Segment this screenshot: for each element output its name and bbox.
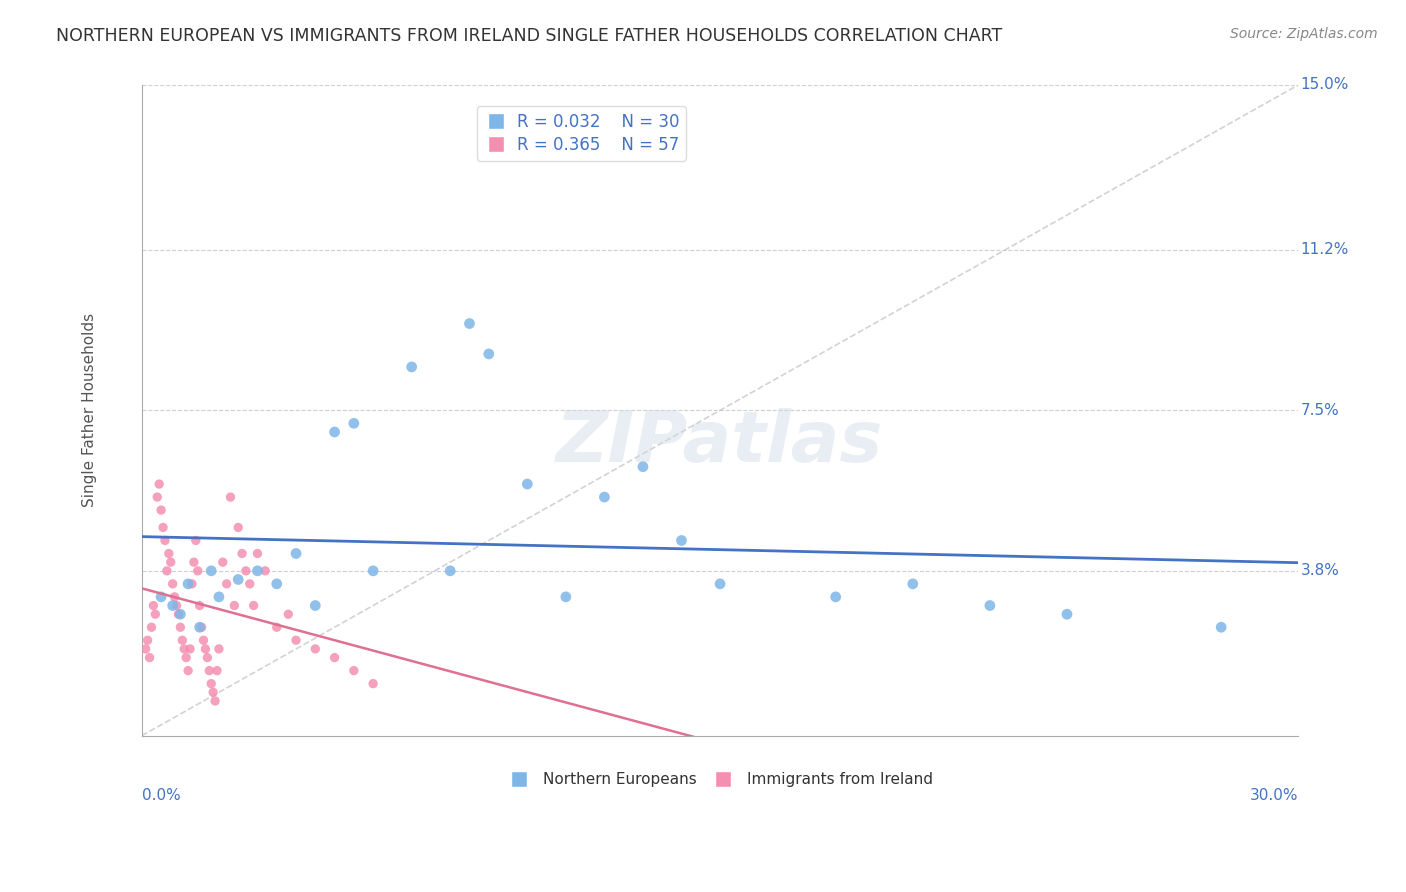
Point: [458, 317, 481, 331]
Point: [226, 520, 249, 534]
Point: [150, 503, 173, 517]
Point: [343, 664, 366, 678]
Point: [266, 577, 288, 591]
Point: [162, 599, 184, 613]
Point: [239, 577, 262, 591]
Point: [159, 555, 181, 569]
Point: [211, 555, 233, 569]
Point: [554, 590, 576, 604]
Point: [148, 477, 170, 491]
Point: [153, 533, 176, 548]
Point: [163, 590, 186, 604]
Point: [361, 564, 384, 578]
Point: [200, 676, 222, 690]
Point: [285, 633, 308, 648]
Point: [215, 577, 238, 591]
Point: [181, 577, 204, 591]
Point: [1211, 620, 1233, 634]
Point: [277, 607, 299, 622]
Point: [224, 599, 246, 613]
Point: [166, 599, 188, 613]
Point: [138, 650, 160, 665]
Point: [162, 577, 184, 591]
Point: [156, 564, 179, 578]
Text: Source: ZipAtlas.com: Source: ZipAtlas.com: [1230, 27, 1378, 41]
Point: [205, 664, 228, 678]
Point: [188, 620, 211, 634]
Point: [246, 564, 269, 578]
Point: [184, 533, 207, 548]
Point: [135, 641, 157, 656]
Point: [141, 620, 163, 634]
Point: [824, 590, 846, 604]
Text: 15.0%: 15.0%: [1301, 78, 1348, 93]
Point: [173, 641, 195, 656]
Point: [204, 694, 226, 708]
Text: 11.2%: 11.2%: [1301, 243, 1348, 257]
Point: [304, 641, 326, 656]
Point: [198, 664, 221, 678]
Point: [183, 555, 205, 569]
Point: [631, 459, 654, 474]
Point: [254, 564, 277, 578]
Point: [195, 650, 218, 665]
Point: [226, 573, 249, 587]
Text: Single Father Households: Single Father Households: [83, 313, 97, 508]
Text: 0.0%: 0.0%: [142, 788, 180, 803]
Point: [979, 599, 1001, 613]
Text: 7.5%: 7.5%: [1301, 403, 1340, 417]
Point: [231, 546, 253, 560]
Point: [136, 633, 159, 648]
Point: [172, 633, 194, 648]
Point: [219, 490, 242, 504]
Point: [709, 577, 731, 591]
Point: [401, 359, 423, 374]
Point: [478, 347, 501, 361]
Text: 3.8%: 3.8%: [1301, 564, 1340, 578]
Point: [208, 641, 231, 656]
Point: [343, 417, 366, 431]
Point: [169, 607, 191, 622]
Point: [439, 564, 461, 578]
Point: [361, 676, 384, 690]
Point: [193, 633, 215, 648]
Point: [323, 425, 346, 439]
Point: [157, 546, 180, 560]
Point: [194, 641, 217, 656]
Point: [150, 590, 173, 604]
Point: [202, 685, 225, 699]
Point: [152, 520, 174, 534]
Text: ZIPatlas: ZIPatlas: [557, 409, 884, 477]
Point: [177, 577, 200, 591]
Point: [235, 564, 257, 578]
Point: [1056, 607, 1078, 622]
Point: [304, 599, 326, 613]
Point: [242, 599, 264, 613]
Point: [285, 546, 308, 560]
Point: [146, 490, 169, 504]
Text: 30.0%: 30.0%: [1250, 788, 1298, 803]
Point: [593, 490, 616, 504]
Point: [177, 664, 200, 678]
Point: [200, 564, 222, 578]
Point: [169, 620, 191, 634]
Point: [190, 620, 212, 634]
Point: [179, 641, 201, 656]
Point: [143, 607, 166, 622]
Point: [142, 599, 165, 613]
Point: [208, 590, 231, 604]
Point: [174, 650, 197, 665]
Point: [901, 577, 924, 591]
Point: [246, 546, 269, 560]
Point: [188, 599, 211, 613]
Point: [187, 564, 209, 578]
Text: NORTHERN EUROPEAN VS IMMIGRANTS FROM IRELAND SINGLE FATHER HOUSEHOLDS CORRELATIO: NORTHERN EUROPEAN VS IMMIGRANTS FROM IRE…: [56, 27, 1002, 45]
Point: [167, 607, 190, 622]
Point: [516, 477, 538, 491]
Point: [323, 650, 346, 665]
Point: [266, 620, 288, 634]
Legend: Northern Europeans, Immigrants from Ireland: Northern Europeans, Immigrants from Irel…: [502, 766, 939, 793]
Point: [671, 533, 693, 548]
